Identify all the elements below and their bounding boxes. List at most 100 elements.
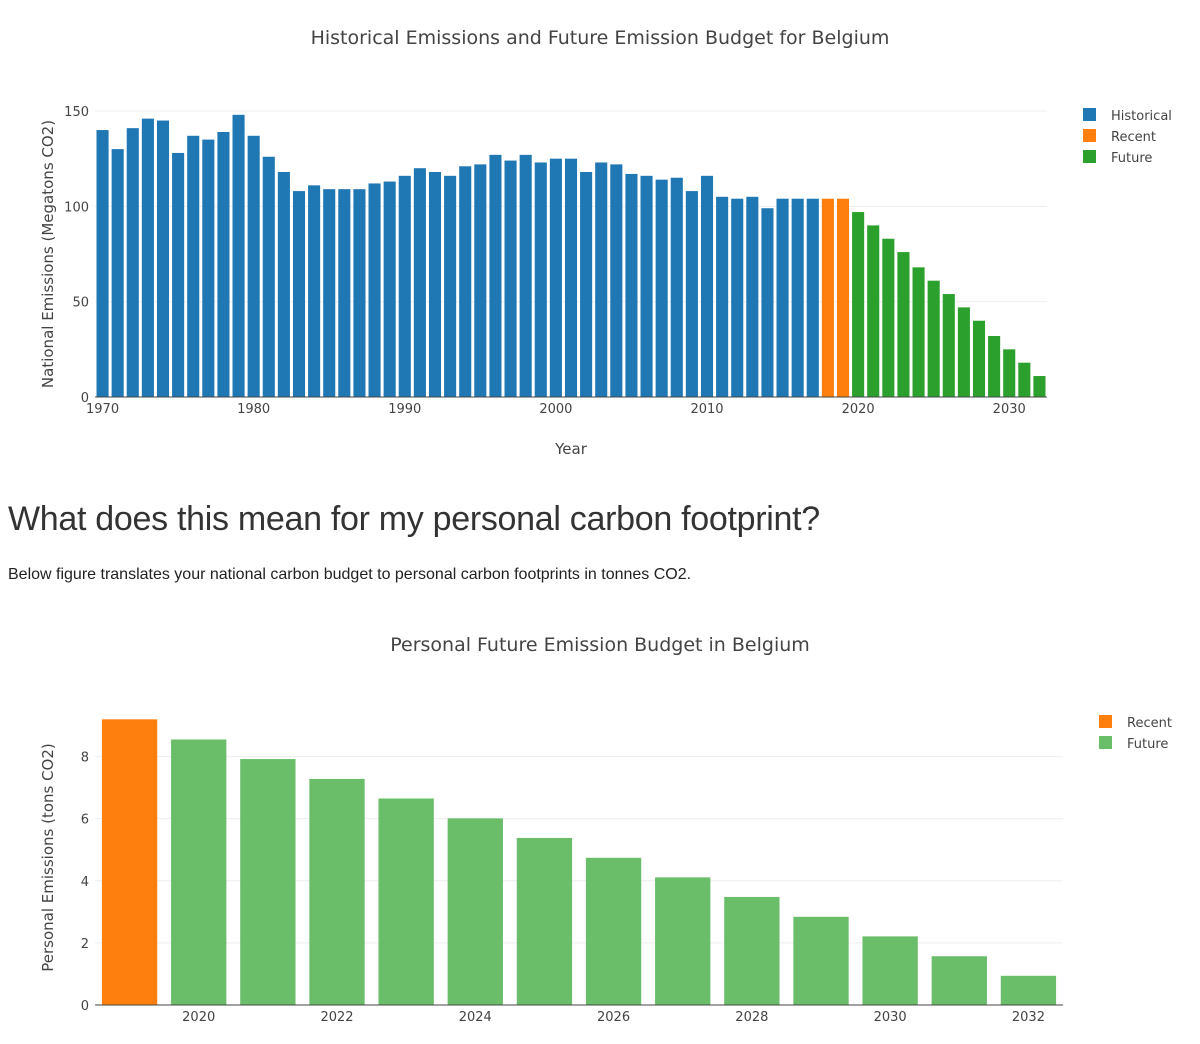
bar[interactable] — [172, 152, 185, 397]
bar[interactable] — [836, 198, 850, 397]
bar[interactable] — [685, 191, 698, 397]
bar[interactable] — [988, 335, 1001, 397]
bar[interactable] — [1000, 975, 1057, 1005]
y-axis-label: National Emissions (Megatons CO2) — [39, 120, 57, 388]
legend-item[interactable]: Recent — [1083, 129, 1156, 145]
y-tick-label: 50 — [72, 296, 89, 311]
bar[interactable] — [111, 149, 124, 397]
bar[interactable] — [171, 739, 227, 1006]
bar[interactable] — [277, 172, 290, 397]
bar[interactable] — [655, 179, 668, 397]
bar[interactable] — [957, 307, 970, 397]
bar[interactable] — [398, 175, 411, 397]
bar[interactable] — [240, 759, 296, 1005]
chart-title: Historical Emissions and Future Emission… — [311, 27, 890, 49]
x-tick-label: 2022 — [320, 1010, 353, 1025]
bar[interactable] — [141, 118, 154, 398]
bar[interactable] — [504, 160, 517, 397]
x-tick-labels: 2020 2022 2024 2026 2028 2030 2032 — [182, 1010, 1045, 1025]
bar[interactable] — [640, 175, 653, 397]
bar[interactable] — [534, 162, 547, 397]
bar[interactable] — [972, 320, 986, 397]
x-tick-label: 2032 — [1012, 1010, 1045, 1025]
bar[interactable] — [670, 177, 683, 397]
legend-swatch — [1083, 150, 1096, 163]
legend-swatch — [1083, 129, 1096, 142]
bar[interactable] — [323, 189, 336, 397]
legend-item[interactable]: Historical — [1083, 108, 1172, 124]
bar[interactable] — [761, 208, 774, 397]
bar[interactable] — [413, 168, 426, 397]
bar[interactable] — [625, 173, 638, 397]
bar[interactable] — [338, 189, 351, 397]
bar[interactable] — [791, 198, 804, 397]
bar[interactable] — [912, 267, 925, 397]
bar[interactable] — [897, 252, 910, 397]
bar[interactable] — [309, 778, 365, 1005]
bar[interactable] — [655, 877, 711, 1005]
bar[interactable] — [927, 280, 940, 397]
bar[interactable] — [378, 798, 434, 1006]
bar[interactable] — [459, 166, 472, 397]
bar[interactable] — [580, 172, 593, 397]
legend-item[interactable]: Future — [1099, 736, 1168, 752]
bar[interactable] — [368, 183, 381, 397]
x-tick-label: 2000 — [539, 402, 572, 417]
bar[interactable] — [862, 936, 918, 1005]
bar[interactable] — [882, 238, 895, 397]
bar[interactable] — [867, 225, 880, 397]
bar[interactable] — [595, 162, 608, 397]
bar[interactable] — [444, 175, 457, 397]
bar[interactable] — [1033, 376, 1046, 397]
bar[interactable] — [776, 198, 789, 397]
legend-item[interactable]: Recent — [1099, 715, 1172, 731]
y-axis-label: Personal Emissions (tons CO2) — [39, 743, 57, 972]
bar[interactable] — [474, 164, 487, 397]
bar[interactable] — [746, 196, 759, 397]
bar[interactable] — [96, 130, 109, 398]
section-heading: What does this mean for my personal carb… — [8, 500, 820, 538]
bar[interactable] — [516, 837, 573, 1005]
bar[interactable] — [217, 131, 230, 397]
bar[interactable] — [262, 156, 275, 397]
bar[interactable] — [383, 181, 396, 397]
bar[interactable] — [247, 135, 260, 397]
bar[interactable] — [931, 956, 987, 1005]
bar[interactable] — [716, 196, 729, 397]
bar[interactable] — [308, 185, 321, 397]
bar[interactable] — [700, 175, 714, 397]
bar[interactable] — [942, 294, 955, 397]
bar[interactable] — [549, 158, 562, 397]
bar[interactable] — [428, 172, 442, 397]
bar[interactable] — [519, 154, 532, 397]
bar[interactable] — [187, 135, 200, 397]
national-emissions-chart: Historical Emissions and Future Emission… — [39, 27, 1172, 458]
bar[interactable] — [1003, 349, 1016, 397]
y-tick-label: 0 — [81, 999, 89, 1014]
bar[interactable] — [793, 916, 849, 1005]
bar[interactable] — [126, 128, 139, 397]
bar[interactable] — [724, 896, 780, 1005]
bar[interactable] — [447, 818, 503, 1005]
bar[interactable] — [292, 191, 306, 397]
legend[interactable]: Recent Future — [1099, 715, 1172, 752]
legend[interactable]: Historical Recent Future — [1083, 108, 1172, 166]
bar[interactable] — [232, 114, 245, 398]
bar[interactable] — [489, 154, 502, 397]
bar[interactable] — [1018, 362, 1031, 397]
bar[interactable] — [806, 198, 819, 397]
bar[interactable] — [610, 164, 623, 397]
bar[interactable] — [852, 212, 865, 397]
bar[interactable] — [731, 198, 744, 397]
bar[interactable] — [353, 189, 366, 397]
legend-item[interactable]: Future — [1083, 150, 1152, 166]
bar[interactable] — [585, 857, 642, 1005]
bar[interactable] — [564, 158, 578, 397]
bar[interactable] — [101, 719, 158, 1005]
chart-title: Personal Future Emission Budget in Belgi… — [390, 634, 810, 656]
legend-label: Future — [1127, 737, 1168, 752]
bar[interactable] — [156, 120, 170, 398]
bar[interactable] — [202, 139, 215, 397]
bar[interactable] — [821, 198, 834, 397]
x-tick-label: 1990 — [388, 402, 421, 417]
